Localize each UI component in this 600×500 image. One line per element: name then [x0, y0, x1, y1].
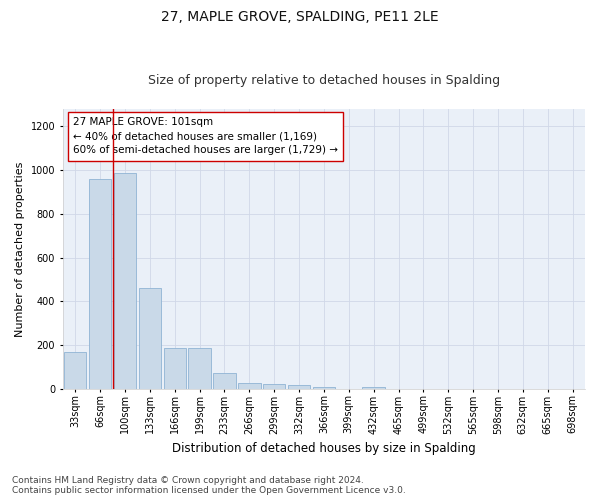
Title: Size of property relative to detached houses in Spalding: Size of property relative to detached ho…	[148, 74, 500, 87]
Y-axis label: Number of detached properties: Number of detached properties	[15, 161, 25, 336]
Bar	[213, 374, 236, 388]
Bar	[263, 384, 286, 388]
Bar	[164, 348, 186, 389]
Text: 27 MAPLE GROVE: 101sqm
← 40% of detached houses are smaller (1,169)
60% of semi-: 27 MAPLE GROVE: 101sqm ← 40% of detached…	[73, 118, 338, 156]
X-axis label: Distribution of detached houses by size in Spalding: Distribution of detached houses by size …	[172, 442, 476, 455]
Bar	[64, 352, 86, 389]
Text: Contains HM Land Registry data © Crown copyright and database right 2024.
Contai: Contains HM Land Registry data © Crown c…	[12, 476, 406, 495]
Bar	[114, 174, 136, 388]
Bar	[238, 384, 260, 388]
Bar	[188, 348, 211, 389]
Bar	[139, 288, 161, 388]
Bar	[288, 386, 310, 388]
Bar	[89, 179, 112, 388]
Text: 27, MAPLE GROVE, SPALDING, PE11 2LE: 27, MAPLE GROVE, SPALDING, PE11 2LE	[161, 10, 439, 24]
Bar	[313, 386, 335, 388]
Bar	[362, 387, 385, 388]
